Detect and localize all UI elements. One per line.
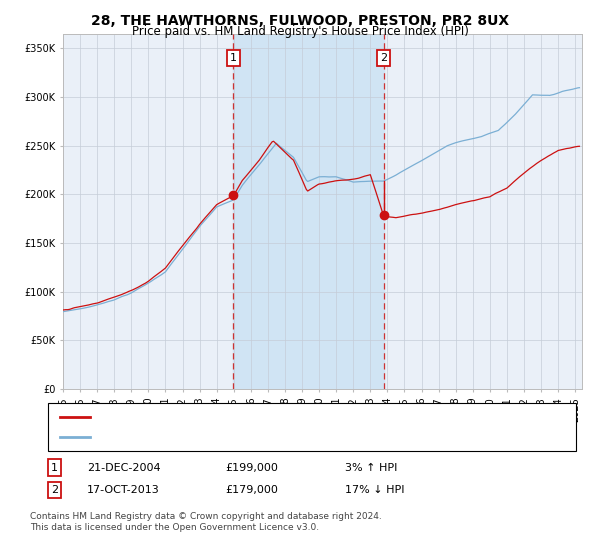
Text: 2: 2 [51, 485, 58, 495]
Text: 3% ↑ HPI: 3% ↑ HPI [345, 463, 397, 473]
Text: £179,000: £179,000 [225, 485, 278, 495]
Text: 17-OCT-2013: 17-OCT-2013 [87, 485, 160, 495]
Text: Contains HM Land Registry data © Crown copyright and database right 2024.
This d: Contains HM Land Registry data © Crown c… [30, 512, 382, 532]
Text: £199,000: £199,000 [225, 463, 278, 473]
Bar [233, 34, 384, 389]
Text: 1: 1 [51, 463, 58, 473]
Text: 28, THE HAWTHORNS, FULWOOD, PRESTON, PR2 8UX: 28, THE HAWTHORNS, FULWOOD, PRESTON, PR2… [91, 14, 509, 28]
Text: 1: 1 [230, 53, 237, 63]
Text: Price paid vs. HM Land Registry's House Price Index (HPI): Price paid vs. HM Land Registry's House … [131, 25, 469, 38]
Text: 17% ↓ HPI: 17% ↓ HPI [345, 485, 404, 495]
Text: HPI: Average price, detached house, Preston: HPI: Average price, detached house, Pres… [96, 432, 328, 442]
Text: 21-DEC-2004: 21-DEC-2004 [87, 463, 161, 473]
Text: 28, THE HAWTHORNS, FULWOOD, PRESTON, PR2 8UX (detached house): 28, THE HAWTHORNS, FULWOOD, PRESTON, PR2… [96, 412, 469, 422]
Text: 2: 2 [380, 53, 388, 63]
